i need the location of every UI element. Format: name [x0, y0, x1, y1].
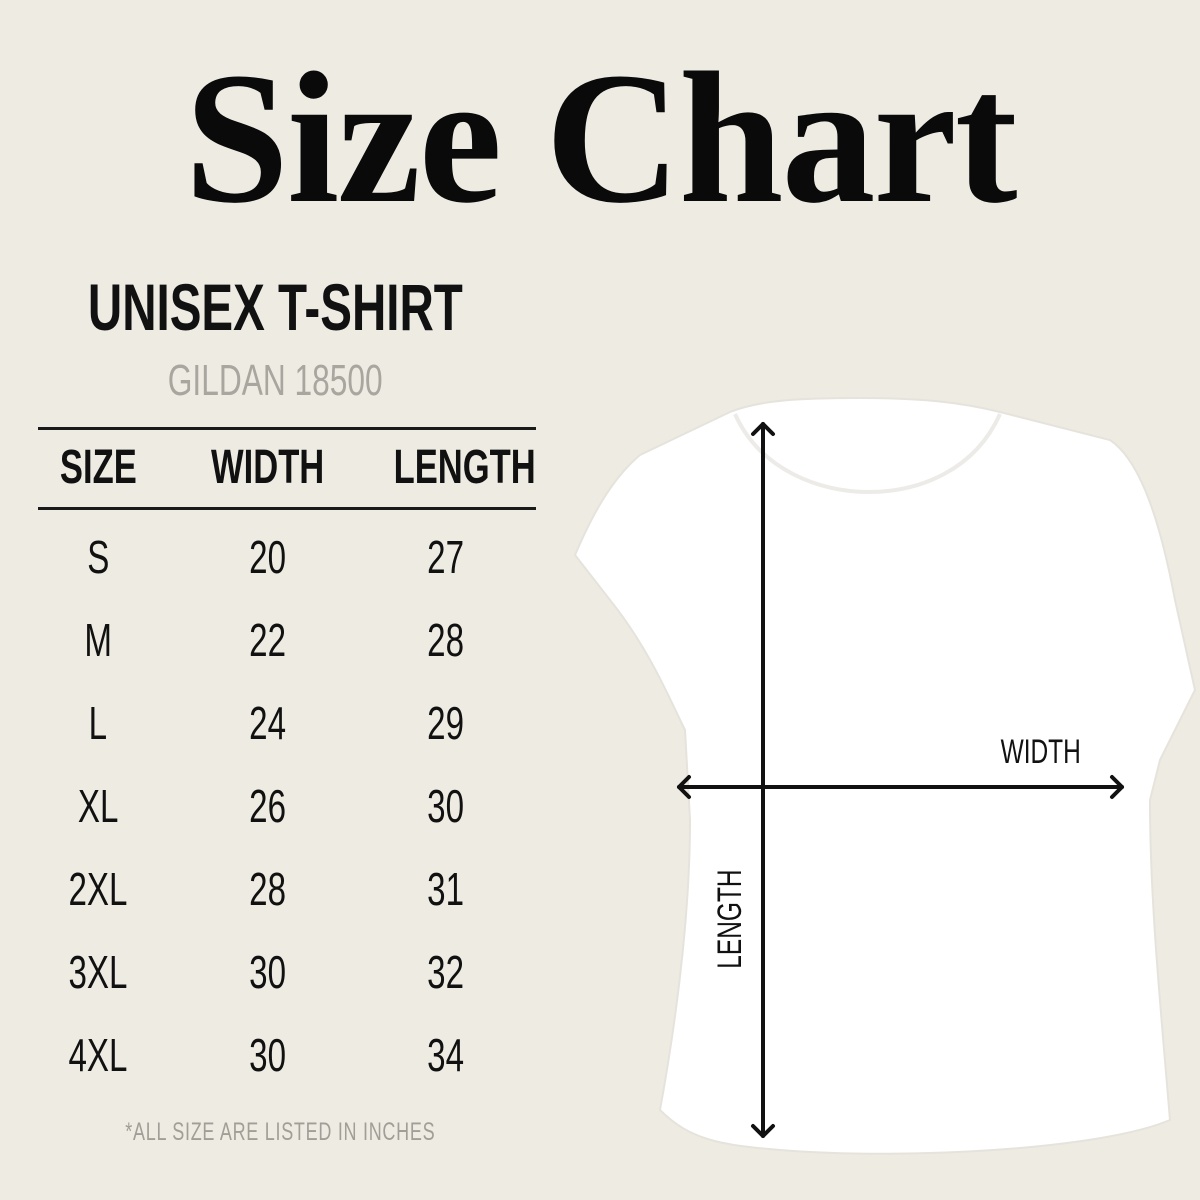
length-cell: 28 [366, 615, 526, 665]
width-label-text: WIDTH [1000, 733, 1081, 771]
cell-text: 34 [427, 1029, 465, 1081]
cell-text: 29 [427, 697, 465, 749]
cell-text: 28 [427, 614, 465, 666]
tshirt-image [573, 396, 1197, 1155]
width-cell: 24 [188, 698, 348, 748]
width-arrow-right-head [1110, 775, 1124, 799]
size-cell: 4XL [18, 1030, 178, 1080]
cell-text: 27 [427, 531, 465, 583]
length-arrow-top-head [751, 422, 775, 436]
title-text: Size Chart [184, 33, 1017, 242]
cell-text: XL [77, 780, 119, 832]
size-cell: XL [18, 781, 178, 831]
header-size: SIZE [18, 443, 178, 493]
cell-text: 3XL [68, 946, 128, 998]
cell-text: 30 [249, 1029, 287, 1081]
length-cell: 27 [366, 532, 526, 582]
size-cell: 3XL [18, 947, 178, 997]
brand-text: GILDAN 18500 [167, 356, 383, 405]
length-label-text: LENGTH [711, 869, 749, 969]
cell-text: 24 [249, 697, 287, 749]
cell-text: 28 [249, 863, 287, 915]
width-cell: 28 [188, 864, 348, 914]
table-top-rule [38, 427, 536, 430]
cell-text: 32 [427, 946, 465, 998]
cell-text: 4XL [68, 1029, 128, 1081]
width-arrow-left-head [677, 775, 691, 799]
width-cell: 30 [188, 947, 348, 997]
length-arrow-bottom-head [751, 1124, 775, 1138]
size-cell: M [18, 615, 178, 665]
header-text: SIZE [59, 441, 137, 494]
header-text: WIDTH [211, 441, 325, 494]
brand-label: GILDAN 18500 [25, 356, 525, 406]
collar [733, 413, 1002, 495]
cell-text: S [86, 531, 110, 583]
header-text: LENGTH [393, 441, 536, 494]
cell-text: 31 [427, 863, 465, 915]
note-text: *ALL SIZE ARE LISTED IN INCHES [124, 1118, 436, 1146]
size-cell: L [18, 698, 178, 748]
length-cell: 32 [366, 947, 526, 997]
cell-text: M [84, 614, 112, 666]
length-cell: 34 [366, 1030, 526, 1080]
cell-text: 20 [249, 531, 287, 583]
table-header-rule [38, 507, 536, 510]
length-cell: 31 [366, 864, 526, 914]
product-title: UNISEX T-SHIRT [0, 272, 600, 342]
header-length: LENGTH [366, 443, 536, 493]
size-cell: S [18, 532, 178, 582]
cell-text: 2XL [68, 863, 128, 915]
units-note: *ALL SIZE ARE LISTED IN INCHES [0, 1118, 560, 1147]
cell-text: L [88, 697, 108, 749]
length-cell: 30 [366, 781, 526, 831]
cell-text: 22 [249, 614, 287, 666]
width-cell: 30 [188, 1030, 348, 1080]
length-cell: 29 [366, 698, 526, 748]
cell-text: 26 [249, 780, 287, 832]
width-cell: 26 [188, 781, 348, 831]
cell-text: 30 [427, 780, 465, 832]
width-label: WIDTH [985, 734, 1096, 770]
length-label: LENGTH [711, 868, 749, 988]
width-cell: 22 [188, 615, 348, 665]
product-text: UNISEX T-SHIRT [87, 270, 463, 344]
page-title: Size Chart [0, 38, 1200, 238]
size-cell: 2XL [18, 864, 178, 914]
header-width: WIDTH [188, 443, 348, 493]
width-cell: 20 [188, 532, 348, 582]
cell-text: 30 [249, 946, 287, 998]
